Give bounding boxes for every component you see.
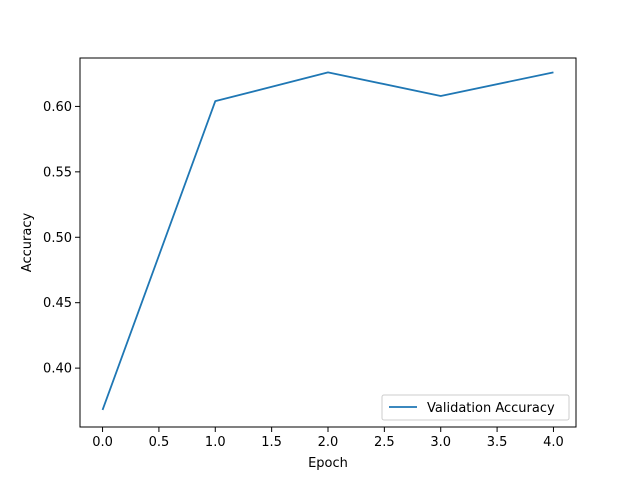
y-tick-label: 0.60 <box>43 100 72 115</box>
y-tick-label: 0.45 <box>43 296 72 311</box>
x-tick-label: 0.0 <box>92 435 113 450</box>
x-tick-label: 1.0 <box>205 435 226 450</box>
x-tick-label: 2.5 <box>374 435 395 450</box>
x-axis: 0.0 0.5 1.0 1.5 2.0 2.5 3.0 3.5 4.0 <box>92 427 564 450</box>
x-axis-label: Epoch <box>308 456 348 471</box>
x-tick-label: 1.5 <box>261 435 282 450</box>
x-tick-label: 0.5 <box>149 435 170 450</box>
y-tick-label: 0.50 <box>43 231 72 246</box>
y-axis: 0.40 0.45 0.50 0.55 0.60 <box>43 100 80 377</box>
x-tick-label: 3.5 <box>487 435 508 450</box>
legend-label-validation-accuracy: Validation Accuracy <box>427 401 555 416</box>
legend-box <box>381 394 570 421</box>
series-line-validation-accuracy <box>101 71 554 411</box>
x-tick-label: 4.0 <box>543 435 564 450</box>
y-tick-label: 0.55 <box>43 165 72 180</box>
x-tick-label: 2.0 <box>318 435 339 450</box>
x-tick-label: 3.0 <box>430 435 451 450</box>
y-axis-label: Accuracy <box>20 213 35 273</box>
y-tick-label: 0.40 <box>43 362 72 377</box>
legend: Validation Accuracy <box>381 394 570 421</box>
